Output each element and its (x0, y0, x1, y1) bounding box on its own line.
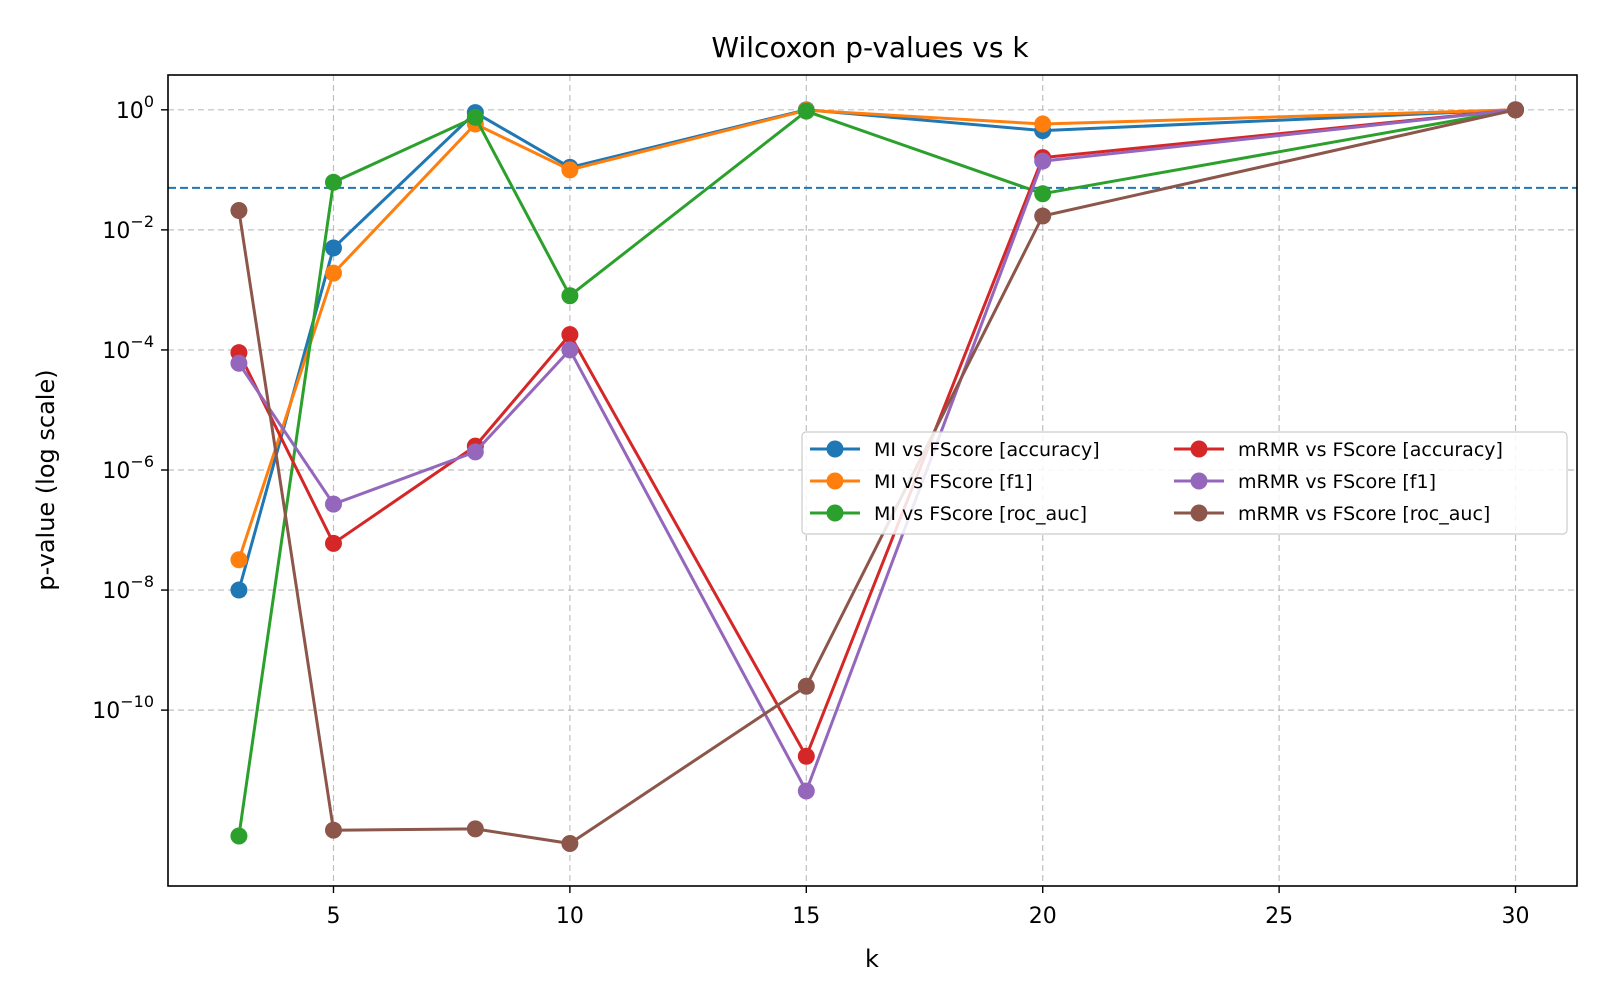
y-axis-label: p-value (log scale) (32, 369, 60, 590)
series-6 (230, 101, 1525, 852)
x-tick-label: 30 (1502, 904, 1530, 929)
data-point (324, 821, 342, 839)
data-point (1034, 207, 1052, 225)
data-point (324, 173, 342, 191)
legend-swatch-marker (1190, 440, 1208, 458)
data-point (324, 239, 342, 257)
legend-item: mRMR vs FScore [roc_auc] (1174, 503, 1490, 525)
y-tick-label: 10−2 (102, 212, 154, 244)
legend-swatch-marker (1190, 472, 1208, 490)
legend-swatch-marker (826, 472, 844, 490)
data-point (466, 108, 484, 126)
y-tick-label: 10−6 (102, 452, 154, 484)
y-axis: 100 10−2 10−4 10−6 10−8 10−10 (92, 92, 168, 724)
x-tick-label: 10 (556, 904, 584, 929)
legend-label: mRMR vs FScore [accuracy] (1238, 439, 1503, 461)
data-point (324, 264, 342, 282)
legend-item: MI vs FScore [f1] (810, 471, 1033, 493)
data-point (230, 551, 248, 569)
data-point (797, 677, 815, 695)
legend-item: mRMR vs FScore [accuracy] (1174, 439, 1503, 461)
legend-swatch-marker (826, 440, 844, 458)
data-point (466, 443, 484, 461)
data-point (797, 102, 815, 120)
x-tick-label: 15 (792, 904, 820, 929)
legend-item: mRMR vs FScore [f1] (1174, 471, 1436, 493)
data-point (797, 747, 815, 765)
data-point (1034, 115, 1052, 133)
legend-label: mRMR vs FScore [roc_auc] (1238, 503, 1490, 525)
legend-item: MI vs FScore [accuracy] (810, 439, 1100, 461)
legend-label: MI vs FScore [roc_auc] (874, 503, 1087, 525)
x-tick-label: 25 (1265, 904, 1293, 929)
data-point (561, 834, 579, 852)
data-point (1507, 101, 1525, 119)
series-group (230, 101, 1525, 852)
legend: MI vs FScore [accuracy] MI vs FScore [f1]… (801, 431, 1568, 535)
legend-swatch-marker (826, 504, 844, 522)
data-point (561, 161, 579, 179)
x-tick-label: 5 (326, 904, 340, 929)
data-point (561, 326, 579, 344)
data-point (1034, 152, 1052, 170)
y-tick-label: 10−4 (102, 332, 154, 364)
data-point (324, 495, 342, 513)
plot-frame (167, 74, 1578, 887)
legend-box (801, 431, 1568, 535)
data-point (1034, 185, 1052, 203)
x-tick-label: 20 (1029, 904, 1057, 929)
chart-title: Wilcoxon p-values vs k (711, 31, 1029, 64)
data-point (561, 287, 579, 305)
legend-label: mRMR vs FScore [f1] (1238, 471, 1436, 493)
data-point (230, 202, 248, 220)
legend-label: MI vs FScore [accuracy] (874, 439, 1100, 461)
data-point (561, 341, 579, 359)
data-point (324, 534, 342, 552)
y-tick-label: 10−10 (92, 692, 154, 724)
data-point (230, 581, 248, 599)
data-point (797, 782, 815, 800)
x-axis: 5 10 15 20 25 30 (326, 886, 1530, 929)
y-tick-label: 10−8 (102, 572, 154, 604)
legend-label: MI vs FScore [f1] (874, 471, 1033, 493)
y-tick-label: 100 (116, 92, 154, 124)
legend-item: MI vs FScore [roc_auc] (810, 503, 1087, 525)
legend-swatch-marker (1190, 504, 1208, 522)
data-point (230, 827, 248, 845)
data-point (466, 820, 484, 838)
x-axis-label: k (865, 945, 879, 973)
data-point (230, 354, 248, 372)
